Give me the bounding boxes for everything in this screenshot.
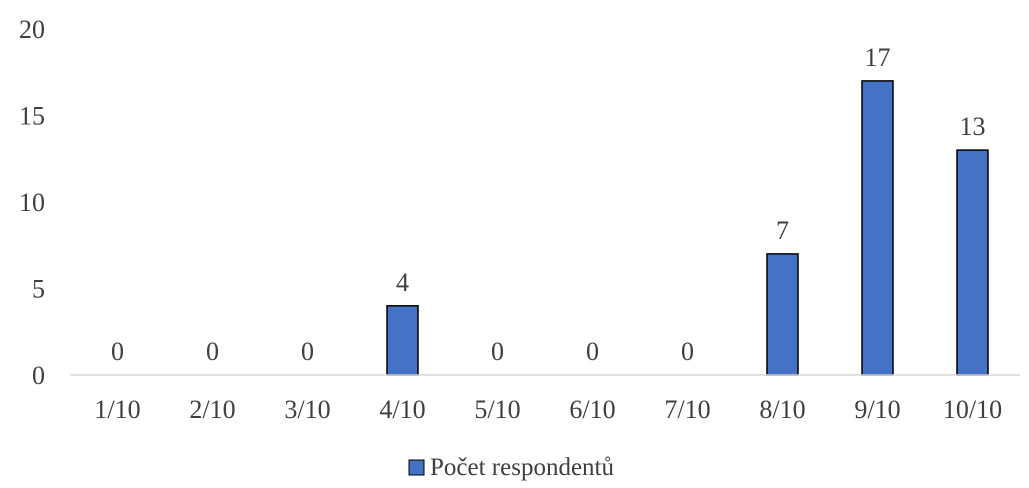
legend-label: Počet respondentů <box>430 454 614 481</box>
bars <box>386 80 989 376</box>
y-tick-label: 5 <box>32 275 45 304</box>
data-labels: 0 0 0 4 0 0 0 7 17 13 <box>111 43 986 366</box>
y-tick-label: 0 <box>32 361 45 390</box>
x-tick-label: 10/10 <box>943 395 1002 424</box>
x-tick-label: 2/10 <box>189 395 235 424</box>
y-tick-label: 20 <box>19 15 45 44</box>
data-label: 0 <box>586 337 599 366</box>
x-tick-label: 9/10 <box>854 395 900 424</box>
data-label: 0 <box>206 337 219 366</box>
legend: Počet respondentů <box>408 454 614 481</box>
x-tick-label: 7/10 <box>664 395 710 424</box>
legend-swatch <box>408 459 425 476</box>
x-tick-label: 1/10 <box>94 395 140 424</box>
data-label: 13 <box>960 112 986 141</box>
bar-10-10 <box>956 149 989 376</box>
data-label: 4 <box>396 268 409 297</box>
y-tick-label: 15 <box>19 102 45 131</box>
data-label: 0 <box>111 337 124 366</box>
data-label: 7 <box>776 216 789 245</box>
x-tick-label: 8/10 <box>759 395 805 424</box>
y-axis-ticks: 0 5 10 15 20 <box>19 15 45 390</box>
x-tick-label: 6/10 <box>569 395 615 424</box>
y-tick-label: 10 <box>19 188 45 217</box>
bar-4-10 <box>386 305 419 376</box>
data-label: 0 <box>491 337 504 366</box>
data-label: 0 <box>301 337 314 366</box>
bar-8-10 <box>766 253 799 376</box>
x-tick-label: 5/10 <box>474 395 520 424</box>
x-tick-label: 4/10 <box>379 395 425 424</box>
data-label: 0 <box>681 337 694 366</box>
x-tick-label: 3/10 <box>284 395 330 424</box>
x-axis-ticks: 1/10 2/10 3/10 4/10 5/10 6/10 7/10 8/10 9/10 10/1… <box>94 395 1002 424</box>
data-label: 17 <box>865 43 891 72</box>
bar-9-10 <box>861 80 894 376</box>
